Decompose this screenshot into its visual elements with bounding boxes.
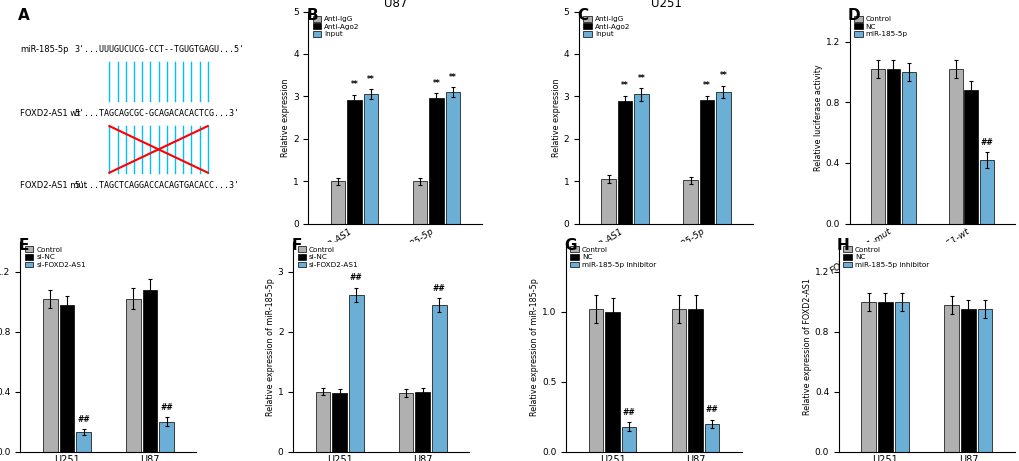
Bar [870, 69, 883, 224]
Text: 5'...TAGCTCAGGACCACAGTGACACC...3': 5'...TAGCTCAGGACCACAGTGACACC...3' [73, 181, 238, 190]
Bar [683, 180, 697, 224]
Text: **: ** [367, 75, 374, 84]
Bar [618, 100, 632, 224]
Bar [901, 72, 915, 224]
Text: ##: ## [160, 403, 173, 412]
Legend: Control, NC, miR-185-5p inhibitor: Control, NC, miR-185-5p inhibitor [569, 246, 656, 269]
Bar [159, 422, 173, 452]
Bar [348, 295, 364, 452]
Text: D: D [847, 8, 859, 23]
Bar [601, 179, 615, 224]
Bar [445, 92, 460, 224]
Bar [143, 290, 157, 452]
Text: F: F [290, 238, 302, 254]
Legend: Anti-IgG, Anti-Ago2, Input: Anti-IgG, Anti-Ago2, Input [312, 15, 360, 38]
Bar [886, 69, 900, 224]
Bar [59, 305, 74, 452]
Bar [316, 392, 330, 452]
Bar [944, 305, 958, 452]
Text: ##: ## [979, 138, 993, 147]
Y-axis label: Relative expression: Relative expression [281, 78, 289, 157]
Title: U251: U251 [650, 0, 681, 10]
Legend: Control, NC, miR-185-5p inhibitor: Control, NC, miR-185-5p inhibitor [842, 246, 929, 269]
Legend: Control, si-NC, si-FOXD2-AS1: Control, si-NC, si-FOXD2-AS1 [297, 246, 359, 269]
Text: **: ** [432, 79, 440, 88]
Bar [126, 299, 141, 452]
Text: A: A [18, 8, 31, 23]
Bar [76, 432, 91, 452]
Text: 5'...TAGCAGCGC-GCAGACACACTCG...3': 5'...TAGCAGCGC-GCAGACACACTCG...3' [73, 109, 238, 118]
Bar [861, 302, 875, 452]
Bar [699, 100, 713, 224]
Bar [363, 94, 378, 224]
Text: FOXD2-AS1 wt: FOXD2-AS1 wt [20, 109, 81, 118]
Text: E: E [18, 238, 29, 254]
Bar [671, 309, 686, 452]
Bar [960, 309, 975, 452]
Bar [413, 181, 427, 224]
Bar [894, 302, 908, 452]
Text: **: ** [621, 81, 629, 90]
Bar [415, 392, 430, 452]
Bar [330, 181, 344, 224]
Y-axis label: Relative expression of miR-185-5p: Relative expression of miR-185-5p [266, 278, 275, 416]
Bar [43, 299, 57, 452]
Text: miR-185-5p: miR-185-5p [20, 45, 69, 54]
Text: **: ** [351, 80, 358, 89]
Legend: Anti-IgG, Anti-Ago2, Input: Anti-IgG, Anti-Ago2, Input [582, 15, 631, 38]
Y-axis label: Relative expression of miR-185-5p: Relative expression of miR-185-5p [530, 278, 539, 416]
Text: H: H [836, 238, 849, 254]
Y-axis label: Relative expression of FOXD2-AS1: Relative expression of FOXD2-AS1 [802, 278, 811, 415]
Text: ##: ## [623, 408, 635, 417]
Bar [588, 309, 602, 452]
Text: B: B [306, 8, 318, 23]
Title: U87: U87 [383, 0, 407, 10]
Bar [715, 92, 730, 224]
Legend: Control, si-NC, si-FOXD2-AS1: Control, si-NC, si-FOXD2-AS1 [24, 246, 87, 269]
Text: 3'...UUUGUCUCG-CCT--TGUGTGAGU...5': 3'...UUUGUCUCG-CCT--TGUGTGAGU...5' [73, 45, 244, 54]
Text: **: ** [448, 73, 457, 82]
Bar [977, 309, 991, 452]
Text: **: ** [718, 71, 727, 80]
Text: FOXD2-AS1 mut: FOXD2-AS1 mut [20, 181, 88, 190]
Bar [634, 94, 648, 224]
Text: G: G [564, 238, 576, 254]
Bar [979, 160, 993, 224]
Bar [622, 426, 636, 452]
Text: **: ** [637, 74, 645, 83]
Bar [429, 99, 443, 224]
Y-axis label: Relative expression: Relative expression [551, 78, 560, 157]
Bar [604, 312, 620, 452]
Text: ##: ## [350, 273, 363, 282]
Bar [432, 305, 446, 452]
Y-axis label: Relative luciferase activity: Relative luciferase activity [813, 64, 822, 171]
Legend: Control, NC, miR-185-5p: Control, NC, miR-185-5p [853, 15, 908, 38]
Bar [398, 393, 413, 452]
Text: **: ** [702, 81, 710, 90]
Text: ##: ## [705, 405, 717, 414]
Text: ##: ## [77, 415, 90, 424]
Bar [332, 393, 346, 452]
Bar [688, 309, 702, 452]
Bar [346, 100, 361, 224]
Bar [877, 302, 892, 452]
Bar [948, 69, 962, 224]
Text: C: C [577, 8, 588, 23]
Text: ##: ## [432, 284, 445, 293]
Bar [964, 90, 977, 224]
Bar [704, 424, 718, 452]
